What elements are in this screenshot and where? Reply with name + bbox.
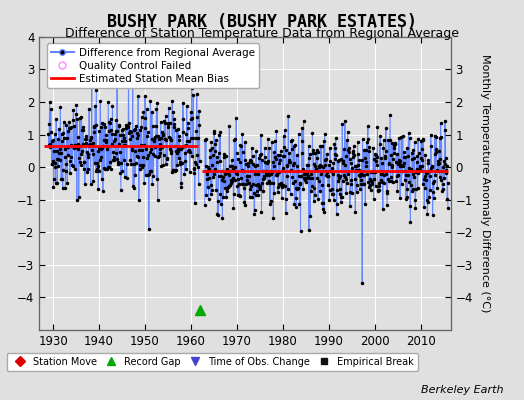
Legend: Station Move, Record Gap, Time of Obs. Change, Empirical Break: Station Move, Record Gap, Time of Obs. C… xyxy=(6,353,418,370)
Text: Berkeley Earth: Berkeley Earth xyxy=(421,385,503,395)
Y-axis label: Monthly Temperature Anomaly Difference (°C): Monthly Temperature Anomaly Difference (… xyxy=(480,54,490,312)
Text: BUSHY PARK (BUSHY PARK ESTATES): BUSHY PARK (BUSHY PARK ESTATES) xyxy=(107,13,417,31)
Text: Difference of Station Temperature Data from Regional Average: Difference of Station Temperature Data f… xyxy=(65,27,459,40)
